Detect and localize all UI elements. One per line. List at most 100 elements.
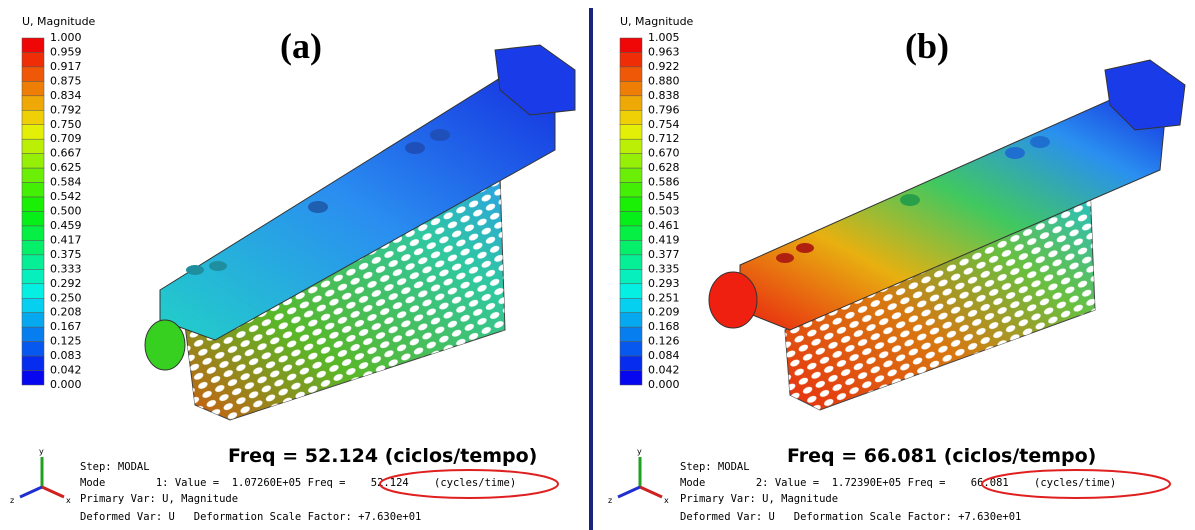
legend-title: U, Magnitude (22, 15, 96, 28)
legend-band (22, 197, 44, 211)
info-line: Primary Var: U, Magnitude (80, 493, 238, 505)
legend-band (22, 52, 44, 66)
legend-label: 0.750 (50, 118, 82, 131)
triad-label: z (608, 496, 612, 505)
frequency-caption: Freq = 66.081 (ciclos/tempo) (787, 445, 1096, 467)
info-line: Step: MODAL (80, 461, 150, 473)
legend-band (22, 96, 44, 110)
legend-label: 0.963 (648, 45, 680, 58)
triad-label: x (664, 496, 669, 505)
legend-band (620, 269, 642, 283)
legend-band (620, 327, 642, 341)
legend-band (22, 183, 44, 197)
legend-label: 0.500 (50, 205, 82, 218)
legend-band (620, 371, 642, 385)
info-line: Mode 1: Value = 1.07260E+05 Freq = 52.12… (80, 477, 516, 489)
legend-label: 0.792 (50, 103, 82, 116)
legend-label: 0.834 (50, 89, 82, 102)
model-a (145, 45, 575, 420)
legend-label: 0.875 (50, 74, 82, 87)
legend-band (620, 168, 642, 182)
legend-label: 0.625 (50, 161, 82, 174)
triad-axis (42, 487, 64, 497)
legend-label: 0.503 (648, 205, 680, 218)
legend-band (22, 81, 44, 95)
legend-label: 1.000 (50, 31, 82, 44)
legend-band (620, 183, 642, 197)
legend-label: 0.126 (648, 335, 680, 348)
legend-label: 0.419 (648, 233, 680, 246)
legend-band (620, 52, 642, 66)
triad-label: y (39, 447, 44, 456)
legend-label: 0.251 (648, 291, 680, 304)
legend-label: 0.333 (50, 262, 82, 275)
legend-band (620, 110, 642, 124)
legend-label: 0.335 (648, 262, 680, 275)
legend-band (620, 284, 642, 298)
legend-label: 0.922 (648, 60, 680, 73)
legend-label: 0.796 (648, 103, 680, 116)
legend-label: 0.293 (648, 277, 680, 290)
legend-band (620, 313, 642, 327)
legend-label: 0.209 (648, 306, 680, 319)
legend-band (620, 212, 642, 226)
legend-title: U, Magnitude (620, 15, 694, 28)
legend-label: 0.667 (50, 147, 82, 160)
legend-band (22, 371, 44, 385)
info-line: Primary Var: U, Magnitude (680, 493, 838, 505)
figure: U, Magnitude1.0000.9590.9170.8750.8340.7… (0, 0, 1195, 530)
legend-label: 0.292 (50, 277, 82, 290)
legend-band (22, 212, 44, 226)
legend-label: 0.838 (648, 89, 680, 102)
info-line: Deformed Var: U Deformation Scale Factor… (80, 511, 421, 523)
legend-band (620, 81, 642, 95)
legend-label: 0.545 (648, 190, 680, 203)
panel-label: (b) (905, 26, 949, 66)
triad-axis (618, 487, 640, 497)
legend-label: 1.005 (648, 31, 680, 44)
legend-band (22, 255, 44, 269)
legend-band (620, 139, 642, 153)
legend-label: 0.042 (50, 364, 82, 377)
legend-band (620, 226, 642, 240)
legend-band (22, 226, 44, 240)
legend-band (620, 197, 642, 211)
legend-band (22, 67, 44, 81)
legend-label: 0.959 (50, 45, 82, 58)
frequency-caption: Freq = 52.124 (ciclos/tempo) (228, 445, 537, 467)
legend-band (22, 313, 44, 327)
legend-band (620, 255, 642, 269)
legend-band (22, 168, 44, 182)
legend-band (22, 342, 44, 356)
legend-label: 0.168 (648, 320, 680, 333)
legend-label: 0.042 (648, 364, 680, 377)
legend-label: 0.709 (50, 132, 82, 145)
legend-band (620, 356, 642, 370)
legend-band (22, 298, 44, 312)
legend-band (22, 154, 44, 168)
legend-band (620, 125, 642, 139)
legend-label: 0.084 (648, 349, 680, 362)
legend-label: 0.542 (50, 190, 82, 203)
legend-label: 0.628 (648, 161, 680, 174)
legend-label: 0.584 (50, 176, 82, 189)
model-b (709, 60, 1185, 410)
legend-band (22, 327, 44, 341)
panel-label: (a) (280, 26, 322, 66)
legend-label: 0.461 (648, 219, 680, 232)
triad-axis (640, 487, 662, 497)
legend-band (620, 342, 642, 356)
legend-band (620, 38, 642, 52)
legend-label: 0.586 (648, 176, 680, 189)
info-line: Mode 2: Value = 1.72390E+05 Freq = 66.08… (680, 477, 1116, 489)
legend-band (22, 139, 44, 153)
legend-label: 0.375 (50, 248, 82, 261)
legend-band (620, 96, 642, 110)
legend-label: 0.459 (50, 219, 82, 232)
info-line: Deformed Var: U Deformation Scale Factor… (680, 511, 1021, 523)
legend-label: 0.250 (50, 291, 82, 304)
legend-label: 0.125 (50, 335, 82, 348)
legend-label: 0.754 (648, 118, 680, 131)
legend-label: 0.917 (50, 60, 82, 73)
legend-band (620, 67, 642, 81)
